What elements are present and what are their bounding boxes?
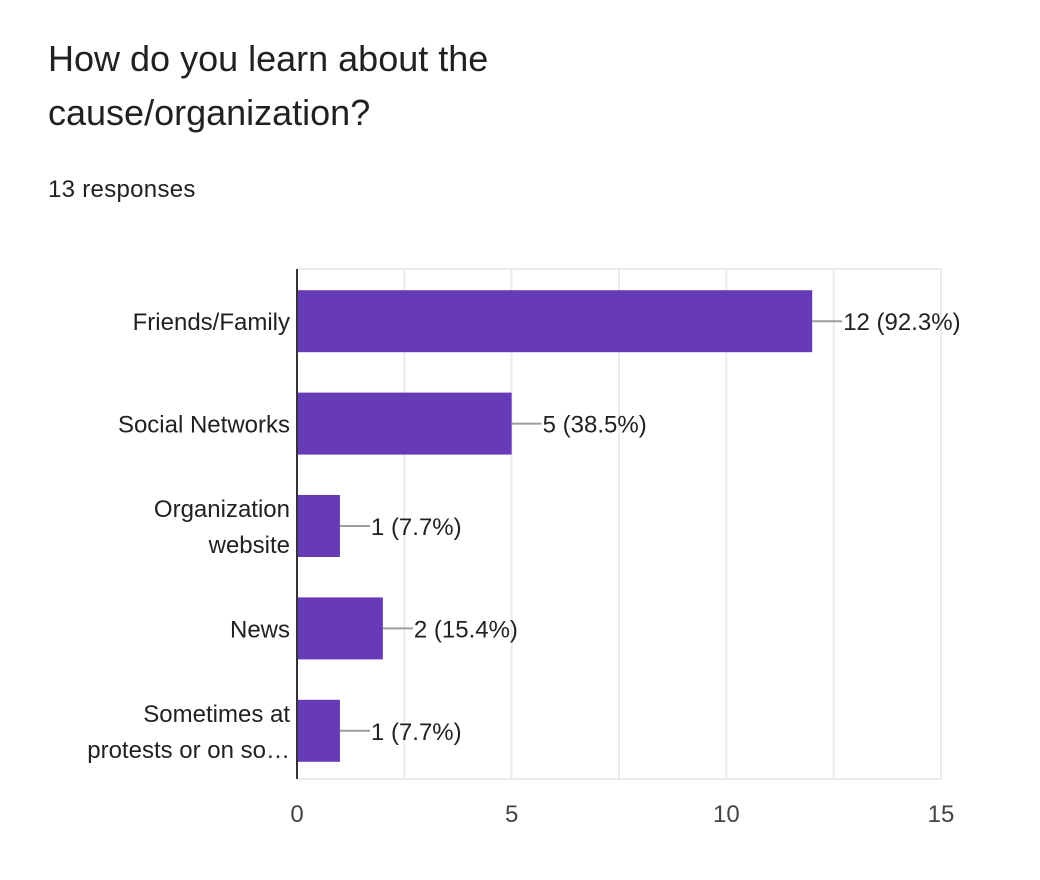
bar-layer [297, 290, 813, 762]
x-tick-label: 5 [505, 801, 518, 828]
data-label: 5 (38.5%) [543, 412, 647, 439]
category-label: Organization [154, 496, 290, 523]
bar [297, 290, 813, 353]
axis-layer: 0 5 10 15 [290, 269, 954, 828]
bar [297, 597, 383, 660]
response-count: 13 responses [48, 176, 196, 203]
x-tick-label: 0 [290, 801, 303, 828]
data-label: 12 (92.3%) [843, 309, 960, 336]
bar [297, 392, 512, 455]
data-label: 1 (7.7%) [371, 719, 462, 746]
category-label: Friends/Family [133, 309, 290, 336]
grid-layer [297, 268, 942, 780]
question-title: How do you learn about the cause/organiz… [48, 38, 489, 133]
data-label: 2 (15.4%) [414, 616, 518, 643]
x-tick-label: 15 [928, 801, 955, 828]
x-tick-label: 10 [713, 801, 740, 828]
category-label: protests or on so… [87, 737, 290, 764]
data-label: 1 (7.7%) [371, 514, 462, 541]
category-label: News [230, 616, 290, 643]
label-layer: 12 (92.3%) Friends/Family 5 (38.5%) Social … [87, 309, 960, 764]
category-label: Sometimes at [143, 701, 290, 728]
bar [297, 699, 340, 762]
bar [297, 495, 340, 557]
category-label: website [208, 532, 290, 559]
category-label: Social Networks [118, 412, 290, 439]
